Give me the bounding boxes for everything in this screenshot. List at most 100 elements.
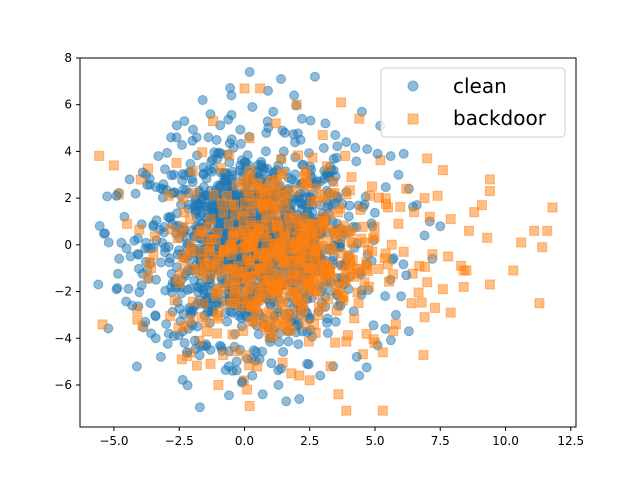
backdoor-point (369, 221, 380, 232)
clean-point (185, 283, 196, 294)
backdoor-point (370, 337, 380, 348)
backdoor-point (373, 264, 384, 274)
clean-point (281, 396, 292, 407)
clean-point (133, 263, 144, 274)
backdoor-point (191, 360, 202, 371)
clean-point (177, 175, 188, 186)
clean-point (131, 361, 142, 372)
backdoor-point (185, 245, 196, 256)
clean-point (398, 259, 409, 270)
backdoor-point (387, 269, 398, 280)
clean-point (188, 124, 198, 135)
backdoor-point (377, 405, 388, 416)
backdoor-point (144, 257, 155, 268)
backdoor-point (293, 150, 303, 161)
backdoor-point (413, 287, 424, 298)
backdoor-point (271, 212, 282, 223)
backdoor-point (270, 238, 281, 249)
backdoor-point (482, 232, 493, 243)
clean-point (111, 284, 122, 295)
backdoor-point (216, 163, 226, 174)
backdoor-point (248, 232, 259, 242)
backdoor-point (359, 277, 370, 288)
clean-point (290, 137, 300, 148)
backdoor-point (277, 301, 288, 312)
backdoor-point (224, 150, 235, 161)
backdoor-point (356, 233, 367, 244)
backdoor-point (354, 113, 365, 124)
clean-point (114, 253, 125, 264)
clean-point (257, 389, 268, 400)
backdoor-point (252, 183, 263, 194)
backdoor-point (264, 292, 274, 303)
plot-frame (79, 57, 577, 428)
clean-point (211, 135, 222, 145)
backdoor-point (244, 255, 255, 266)
clean-point (197, 95, 208, 105)
backdoor-point (335, 248, 346, 259)
backdoor-point (241, 272, 252, 283)
clean-point (155, 351, 166, 362)
clean-point (177, 140, 187, 150)
clean-point (380, 182, 391, 193)
clean-point (165, 253, 176, 264)
backdoor-point (189, 187, 200, 198)
backdoor-point (265, 281, 276, 292)
backdoor-point (242, 288, 253, 299)
clean-point (162, 147, 173, 158)
backdoor-point (185, 214, 196, 225)
backdoor-point (326, 245, 337, 256)
clean-point (189, 335, 200, 346)
clean-point (351, 351, 362, 362)
backdoor-point (134, 224, 145, 235)
clean-point (198, 285, 209, 295)
backdoor-point (508, 265, 519, 276)
clean-point (309, 71, 320, 82)
clean-point (396, 291, 407, 302)
backdoor-point (340, 150, 351, 161)
backdoor-point (230, 346, 241, 357)
clean-point (163, 328, 174, 339)
clean-point (113, 268, 123, 279)
clean-point (393, 169, 404, 180)
backdoor-point (178, 207, 189, 218)
backdoor-point (437, 165, 448, 176)
backdoor-point (299, 239, 309, 250)
backdoor-point (179, 256, 190, 267)
backdoor-point (477, 200, 487, 211)
y-tick-label: 6 (64, 98, 72, 112)
backdoor-point (176, 267, 187, 277)
backdoor-point (306, 276, 317, 287)
x-tick-label: −5.0 (99, 434, 128, 448)
clean-point (259, 163, 270, 174)
backdoor-point (294, 256, 305, 267)
backdoor-point (218, 207, 229, 218)
backdoor-point (230, 298, 240, 309)
backdoor-point (204, 246, 215, 257)
backdoor-point (534, 298, 545, 309)
backdoor-point (178, 194, 188, 205)
clean-point (166, 170, 177, 181)
y-tick-label: 8 (64, 51, 72, 65)
backdoor-point (172, 233, 183, 244)
backdoor-point (352, 287, 363, 298)
backdoor-point (165, 224, 176, 235)
backdoor-point (312, 229, 323, 240)
backdoor-point (484, 174, 495, 185)
clean-point (93, 279, 104, 290)
backdoor-point (238, 176, 249, 187)
backdoor-point (224, 264, 235, 275)
clean-point (266, 358, 277, 369)
backdoor-point (122, 218, 132, 229)
backdoor-point (338, 291, 349, 302)
backdoor-point (322, 161, 333, 172)
backdoor-point (94, 150, 105, 161)
backdoor-point (195, 226, 206, 237)
backdoor-point (249, 299, 260, 310)
clean-point (198, 168, 209, 179)
backdoor-point (261, 235, 272, 246)
backdoor-point (409, 207, 420, 218)
backdoor-point (265, 308, 276, 319)
clean-point (179, 338, 190, 349)
clean-point (141, 237, 152, 248)
